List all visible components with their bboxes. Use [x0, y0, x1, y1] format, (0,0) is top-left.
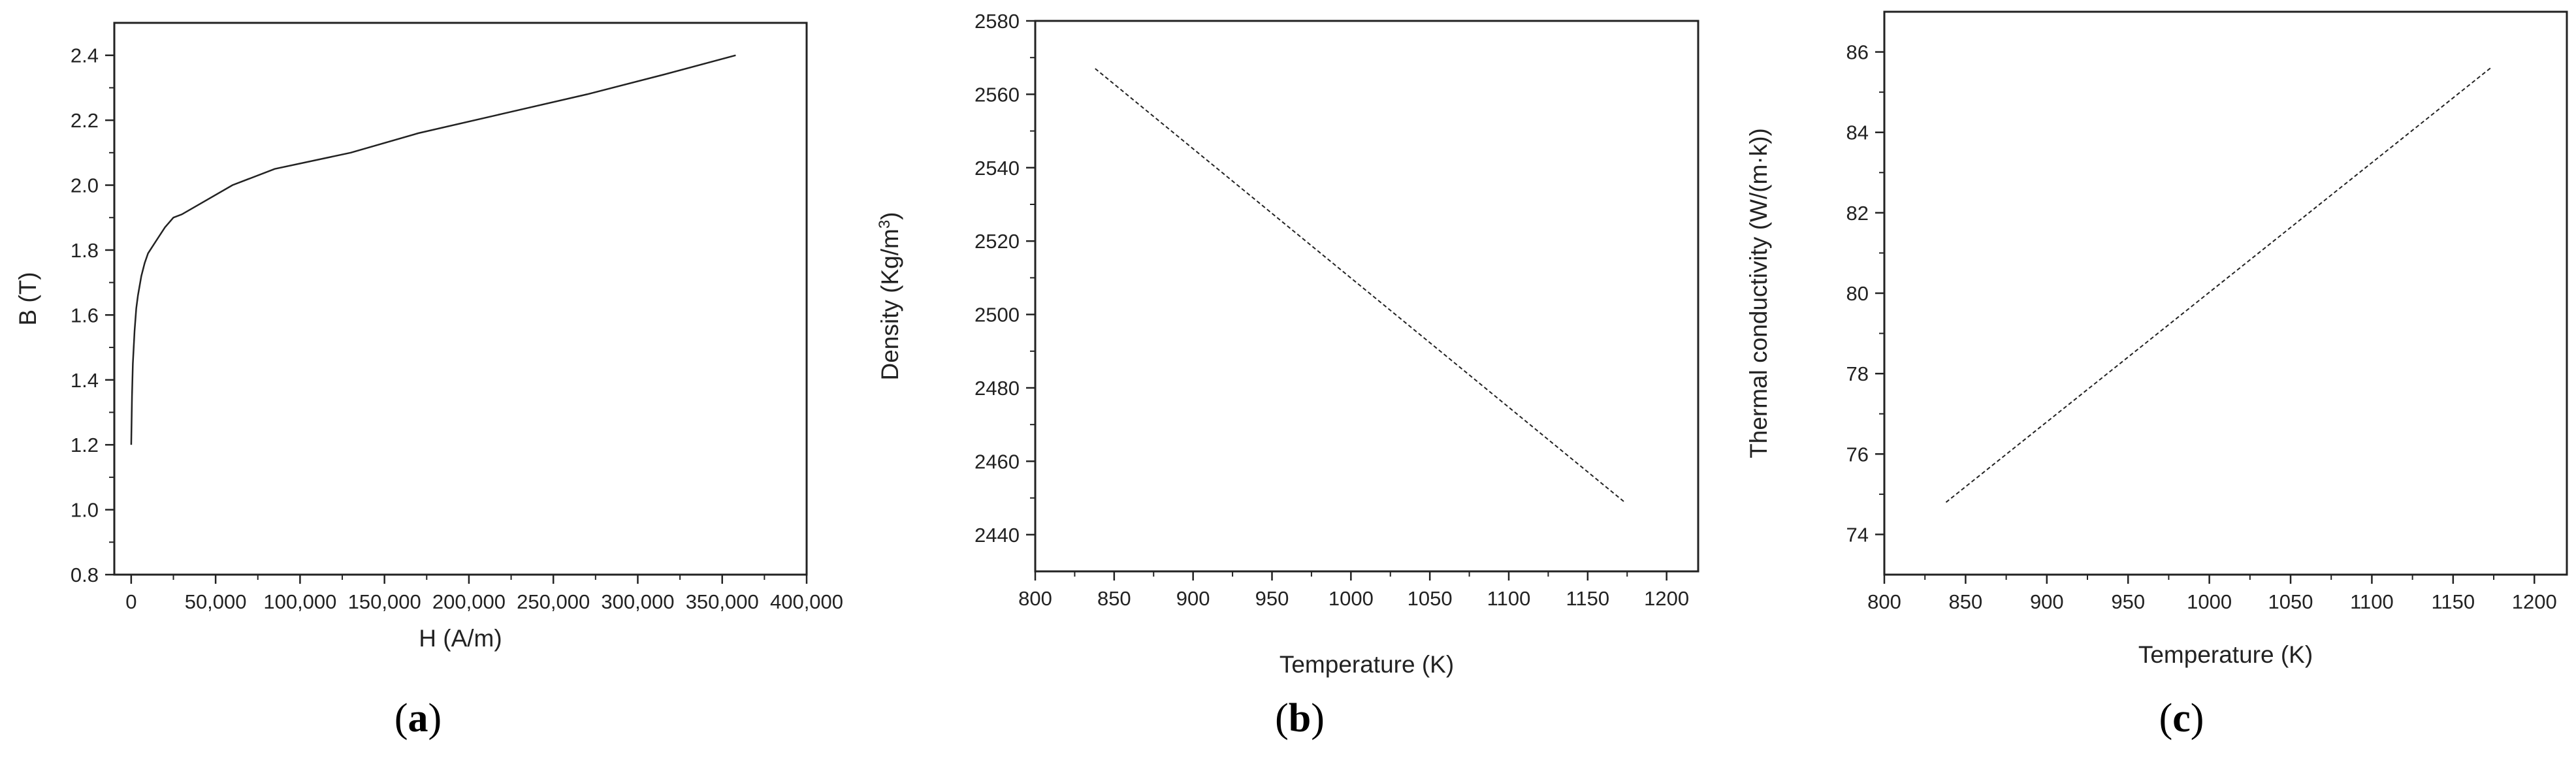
panel-label: (c) [2159, 696, 2204, 740]
x-tick-label: 800 [1867, 590, 1901, 613]
y-tick-label: 2480 [974, 377, 1020, 400]
x-axis-label: Temperature (K) [1280, 651, 1454, 678]
x-tick-label: 0 [125, 590, 137, 613]
x-axis-label: H (A/m) [419, 625, 502, 652]
x-tick-label: 350,000 [686, 590, 759, 613]
y-axis-label: B (T) [14, 272, 41, 325]
y-tick-label: 86 [1846, 41, 1869, 64]
y-tick-label: 1.8 [71, 239, 99, 262]
x-tick-label: 250,000 [517, 590, 590, 613]
x-tick-label: 900 [1176, 587, 1210, 610]
y-axis-label-base: Density (Kg/m [877, 229, 903, 380]
x-tick-label: 1000 [2187, 590, 2232, 613]
plot-frame [113, 22, 808, 576]
x-tick-label: 1100 [2350, 590, 2394, 613]
y-tick-label: 1.6 [71, 304, 99, 326]
y-tick-label: 2500 [974, 304, 1020, 326]
y-tick-label: 2540 [974, 157, 1020, 180]
y-tick-label: 78 [1846, 362, 1869, 385]
x-tick-label: 800 [1018, 587, 1052, 610]
x-tick-label: 400,000 [770, 590, 843, 613]
panel-letter: c [2172, 696, 2191, 740]
x-tick-label: 200,000 [432, 590, 506, 613]
y-tick-label: 2560 [974, 83, 1020, 106]
tick-marks [1875, 51, 2536, 584]
chart-panel-b: 800 850 900 950 1000 1050 1100 1150 1200 2440 2460… [876, 10, 1699, 740]
y-tick-label: 2.2 [71, 109, 99, 132]
series-line [1095, 68, 1625, 502]
x-axis-label: Temperature (K) [2138, 641, 2313, 668]
y-tick-label: 1.2 [71, 434, 99, 456]
tick-marks [105, 54, 808, 584]
y-tick-label: 2440 [974, 524, 1020, 547]
x-tick-label: 100,000 [263, 590, 336, 613]
series-line [130, 54, 736, 445]
x-tick-label: 1050 [2268, 590, 2313, 613]
y-axis-label-end: ) [877, 212, 903, 219]
tick-labels: 0 50,000 100,000 150,000 200,000 250,000 300,0… [71, 44, 843, 613]
series-line [1945, 67, 2491, 503]
x-tick-label: 1150 [1566, 587, 1609, 610]
y-axis-label-superscript: 3 [876, 220, 894, 229]
y-tick-label: 84 [1846, 121, 1869, 144]
plot-frame [1883, 10, 2568, 576]
chart-panel-c: 800 850 900 950 1000 1050 1100 1150 1200 74 76 78 80… [1745, 10, 2568, 740]
y-tick-label: 0.8 [71, 564, 99, 586]
y-axis-label: Thermal conductivity (W/(m·k)) [1745, 128, 1772, 458]
tick-marks [1026, 20, 1667, 581]
x-tick-label: 1000 [1328, 587, 1374, 610]
chart-panel-a: 0 50,000 100,000 150,000 200,000 250,000 300,0… [14, 22, 843, 740]
x-tick-label: 950 [1255, 587, 1289, 610]
y-tick-label: 2.4 [71, 44, 99, 67]
y-tick-label: 2.0 [71, 174, 99, 197]
tick-labels: 800 850 900 950 1000 1050 1100 1150 1200 2440 2460… [974, 10, 1689, 610]
x-tick-label: 1200 [1644, 587, 1689, 610]
x-tick-label: 1150 [2431, 590, 2475, 613]
x-tick-label: 300,000 [601, 590, 674, 613]
y-axis-label: Density (Kg/m3) [876, 212, 904, 380]
y-tick-label: 80 [1846, 282, 1869, 305]
x-tick-label: 850 [1949, 590, 1983, 613]
y-tick-label: 2580 [974, 10, 1020, 33]
panel-letter: a [408, 696, 428, 740]
x-tick-label: 50,000 [185, 590, 247, 613]
x-tick-label: 850 [1097, 587, 1131, 610]
tick-labels: 800 850 900 950 1000 1050 1100 1150 1200 74 76 78 80… [1846, 41, 2557, 613]
y-tick-label: 76 [1846, 443, 1869, 466]
x-tick-label: 950 [2111, 590, 2145, 613]
plot-frame [1034, 20, 1699, 573]
x-tick-label: 1050 [1408, 587, 1453, 610]
panel-label: (a) [394, 696, 442, 740]
x-tick-label: 1200 [2512, 590, 2557, 613]
y-tick-label: 2460 [974, 450, 1020, 473]
x-tick-label: 1100 [1487, 587, 1531, 610]
y-tick-label: 82 [1846, 202, 1869, 225]
panel-label: (b) [1275, 696, 1325, 740]
y-tick-label: 1.0 [71, 499, 99, 522]
x-tick-label: 150,000 [348, 590, 421, 613]
y-tick-label: 74 [1846, 523, 1869, 546]
x-tick-label: 900 [2030, 590, 2064, 613]
y-tick-label: 2520 [974, 230, 1020, 253]
y-tick-label: 1.4 [71, 369, 99, 392]
panel-letter: b [1289, 696, 1311, 740]
